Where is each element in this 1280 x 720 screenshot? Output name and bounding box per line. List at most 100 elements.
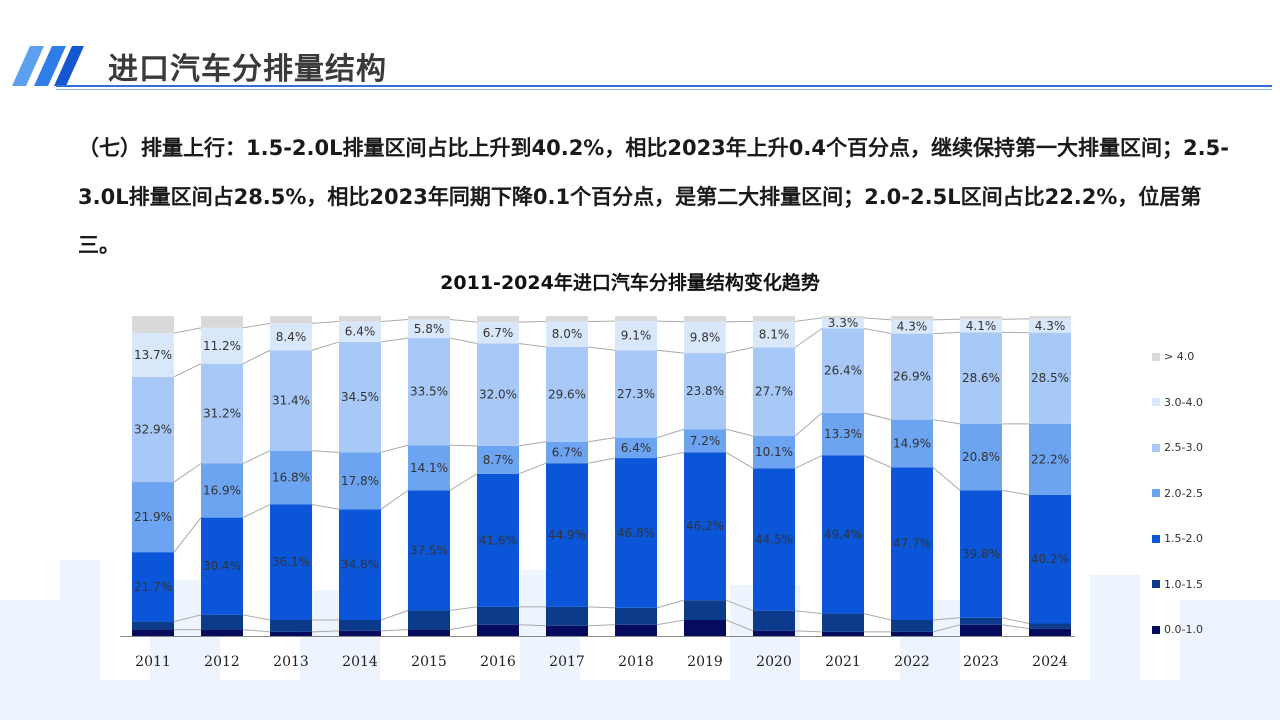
bar-segment-4.0-2017 [546,316,588,322]
x-tick-label: 2013 [273,654,309,670]
data-label: 9.1% [621,329,652,343]
bar-segment-3.04.0-2017 [546,321,588,348]
bar-segment-1.01.5-2017 [546,606,588,626]
series-connector-line [863,317,892,321]
data-label: 39.8% [962,547,1000,561]
series-connector-line [242,504,271,519]
bar-segment-4.0-2014 [339,316,381,322]
bar-segment-2.02.5-2014 [339,452,381,510]
bar-segment-3.04.0-2011 [132,332,174,377]
series-connector-line [863,327,892,335]
series-connector-line [725,599,754,612]
bar-segment-2.53.0-2013 [270,350,312,451]
bar-segment-2.02.5-2016 [477,445,519,474]
bar-segment-4.0-2011 [132,316,174,333]
page-title: 进口汽车分排量结构 [108,52,387,87]
series-connector-line [449,319,478,323]
series-connector-line [656,599,685,609]
bar-segment-1.01.5-2011 [132,621,174,630]
data-label: 21.9% [134,510,172,524]
bar-segment-2.02.5-2015 [408,445,450,491]
bar-segment-2.53.0-2011 [132,376,174,483]
bar-segment-4.0-2018 [615,316,657,322]
data-label: 34.5% [341,390,379,404]
data-label: 27.3% [617,387,655,401]
bar-segment-4.0-2020 [753,316,795,322]
header-stripes-icon [12,46,84,86]
series-connector-line [380,337,409,343]
x-tick-label: 2023 [963,654,999,670]
bar-segment-4.0-2021 [822,316,864,318]
series-connector-line [173,463,202,483]
bar-segment-3.04.0-2019 [684,321,726,354]
series-connector-line [173,517,202,553]
series-connector-line [449,337,478,345]
series-connector-line [242,322,271,329]
data-label: 28.6% [962,371,1000,385]
data-label: 11.2% [203,339,241,353]
bar-segment-1.01.5-2024 [1029,623,1071,629]
series-connector-line [656,320,685,323]
data-label: 6.4% [345,325,376,339]
x-tick-label: 2016 [480,654,516,670]
series-connector-line [449,624,478,631]
data-label: 28.5% [1031,371,1069,385]
series-connector-line [587,624,616,627]
legend-label: > 4.0 [1164,350,1195,364]
bar-segment-0.01.0-2020 [753,630,795,636]
data-label: 17.8% [341,474,379,488]
legend-swatch [1152,534,1160,543]
data-label: 36.1% [272,555,310,569]
bar-segment-2.02.5-2021 [822,412,864,456]
bar-segment-3.04.0-2021 [822,317,864,329]
bar-segment-3.04.0-2014 [339,321,381,342]
bar-segment-0.01.0-2024 [1029,628,1071,636]
legend-item: 2.0-2.5 [1152,471,1203,517]
legend-swatch [1152,625,1160,634]
bar-segment-2.02.5-2013 [270,450,312,505]
legend-label: 0.0-1.0 [1164,623,1203,637]
bar-segment-1.01.5-2020 [753,610,795,631]
series-connector-line [932,318,961,321]
data-label: 7.2% [690,434,721,448]
data-label: 40.2% [1031,552,1069,566]
series-connector-line [242,450,271,464]
data-label: 8.4% [276,330,307,344]
data-label: 41.6% [479,533,517,547]
data-label: 21.7% [134,580,172,594]
data-label: 10.1% [755,445,793,459]
series-connector-line [242,614,271,621]
bar-segment-3.04.0-2016 [477,322,519,344]
series-connector-line [380,444,409,453]
bar-segment-2.02.5-2023 [960,423,1002,491]
series-connector-line [311,630,340,633]
bar-segment-4.0-2024 [1029,316,1071,319]
bar-segment-2.53.0-2012 [201,363,243,464]
data-label: 29.6% [548,387,586,401]
series-connector-line [794,630,823,633]
series-connector-line [587,606,616,609]
legend-label: 2.5-3.0 [1164,441,1203,455]
data-label: 49.4% [824,528,862,542]
bar-segment-2.02.5-2011 [132,482,174,553]
bar-segment-4.0-2019 [684,316,726,322]
data-label: 31.4% [272,393,310,407]
x-tick-label: 2012 [204,654,240,670]
series-connector-line [863,613,892,621]
legend-label: 1.0-1.5 [1164,577,1203,591]
bar-segment-2.53.0-2022 [891,333,933,420]
x-tick-label: 2017 [549,654,585,670]
data-label: 30.4% [203,559,241,573]
bar-segment-0.01.0-2021 [822,631,864,636]
series-connector-line [794,328,823,348]
data-label: 6.7% [552,445,583,459]
bar-segment-2.53.0-2024 [1029,332,1071,424]
bar-segment-1.01.5-2019 [684,600,726,620]
data-label: 33.5% [410,385,448,399]
legend-item: 2.5-3.0 [1152,425,1203,471]
bar-segment-2.53.0-2021 [822,328,864,413]
legend-item: 1.0-1.5 [1152,562,1203,608]
data-label: 31.2% [203,407,241,421]
series-connector-line [311,341,340,351]
series-connector-line [725,428,754,437]
